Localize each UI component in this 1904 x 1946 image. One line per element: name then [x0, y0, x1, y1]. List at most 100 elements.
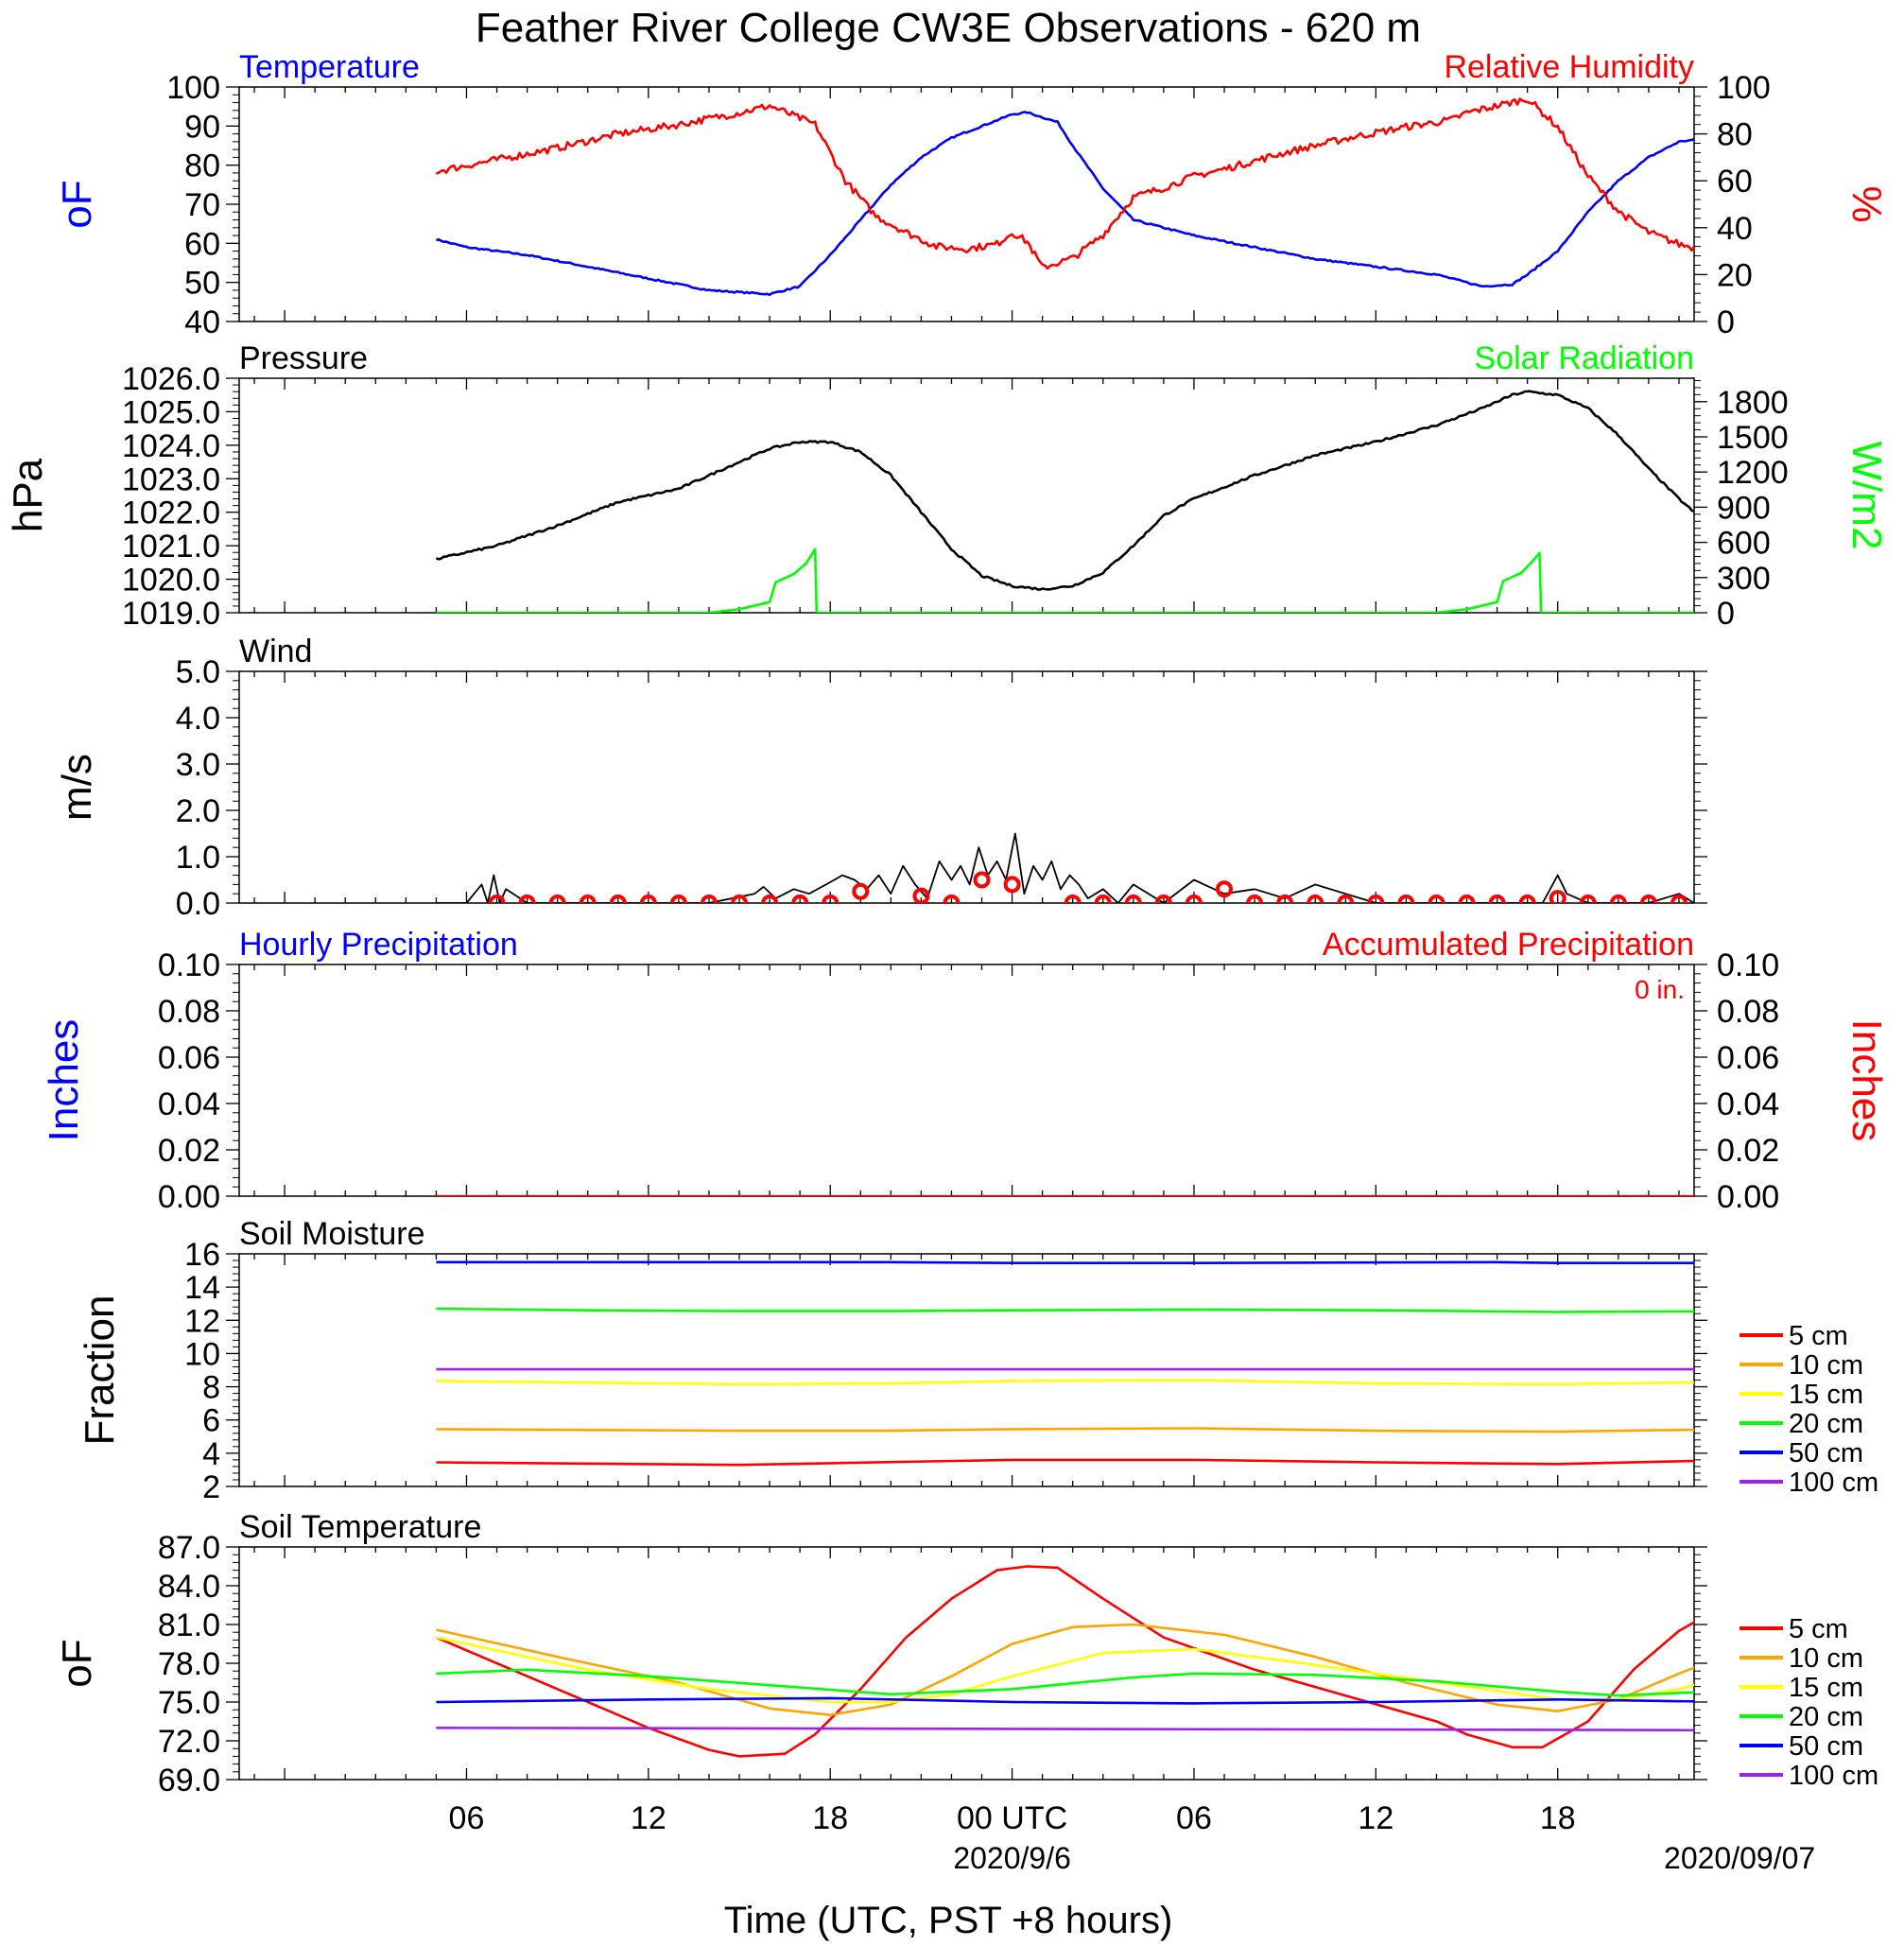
- y-tick-label: 40: [184, 304, 220, 340]
- y-axis-label-right: Inches: [1843, 1019, 1890, 1142]
- y-tick-label: 0.02: [158, 1133, 220, 1169]
- plot-data: [436, 832, 1897, 910]
- y-tick-label: 50: [184, 266, 220, 302]
- legend-label: 10 cm: [1789, 1350, 1863, 1381]
- plot-data: [436, 97, 1694, 297]
- y-axis-label-right: %: [1843, 185, 1890, 222]
- panel-right-title: Solar Radiation: [1475, 340, 1694, 376]
- y-right-tick-label: 100: [1717, 70, 1771, 106]
- y-tick-label: 72.0: [158, 1724, 220, 1760]
- y-tick-label: 5.0: [176, 654, 220, 690]
- y-tick-label: 78.0: [158, 1646, 220, 1682]
- legend-label: 15 cm: [1789, 1380, 1863, 1410]
- wind-marker: [1124, 895, 1142, 903]
- wind-marker: [1579, 895, 1597, 903]
- panel-left-title: Soil Temperature: [239, 1509, 481, 1545]
- series-line-temperature: [436, 111, 1694, 297]
- y-tick-label: 2.0: [176, 793, 220, 829]
- y-right-tick-label: 0.10: [1717, 947, 1779, 983]
- y-right-tick-label: 1500: [1717, 420, 1789, 456]
- wind-marker: [1307, 895, 1324, 903]
- y-tick-label: 3.0: [176, 747, 220, 783]
- wind-marker: [1884, 896, 1897, 910]
- y-axis-label-right: W/m2: [1843, 442, 1890, 550]
- wind-marker: [609, 895, 627, 903]
- panel-right-title: Accumulated Precipitation: [1323, 927, 1694, 963]
- wind-marker: [912, 887, 930, 903]
- plot-data: [435, 1565, 1694, 1758]
- wind-marker: [943, 895, 961, 903]
- series-line-15-cm: [436, 1379, 1694, 1386]
- plot-frame: [238, 377, 1695, 614]
- y-tick-label: 8: [202, 1370, 220, 1406]
- y-tick-label: 0.08: [158, 994, 220, 1030]
- y-tick-label: 1023.0: [122, 461, 220, 497]
- x-tick-label: 18: [812, 1800, 848, 1836]
- wind-marker: [1488, 895, 1506, 903]
- plot-frame: [238, 86, 1695, 322]
- y-tick-label: 2: [202, 1469, 220, 1505]
- y-tick-label: 1021.0: [122, 529, 220, 565]
- series-line-10-cm: [436, 1623, 1694, 1716]
- x-tick-label: 00 UTC: [957, 1800, 1067, 1836]
- plot-data: [435, 390, 1694, 613]
- wind-marker: [1397, 895, 1415, 903]
- y-tick-label: 0.10: [158, 947, 220, 983]
- x-tick-label: 06: [449, 1800, 485, 1836]
- y-tick-label: 1022.0: [122, 495, 220, 531]
- series-line-5-cm: [436, 1458, 1694, 1467]
- panel-left-title: Hourly Precipitation: [239, 927, 518, 963]
- legend-label: 5 cm: [1789, 1321, 1848, 1351]
- y-right-tick-label: 1200: [1717, 455, 1789, 491]
- chart-title: Feather River College CW3E Observations …: [476, 5, 1421, 51]
- panel-right-title: Relative Humidity: [1444, 49, 1694, 85]
- y-right-tick-label: 20: [1717, 257, 1753, 293]
- y-right-tick-label: 40: [1717, 211, 1753, 247]
- panel-soil_temperature: 69.072.075.078.081.084.087.0 Soil Tempera…: [54, 1509, 1878, 1798]
- wind-marker: [822, 895, 839, 903]
- wind-marker: [1003, 876, 1021, 894]
- y-tick-label: 16: [184, 1237, 220, 1273]
- wind-marker: [1824, 896, 1837, 910]
- y-tick-label: 1020.0: [122, 563, 220, 599]
- y-tick-label: 70: [184, 187, 220, 223]
- y-tick-label: 60: [184, 226, 220, 262]
- y-axis-label-left: oF: [54, 180, 100, 228]
- y-right-tick-label: 0.06: [1717, 1040, 1779, 1076]
- y-tick-label: 1026.0: [122, 361, 220, 397]
- wind-marker: [1428, 895, 1445, 903]
- wind-marker: [1518, 895, 1536, 903]
- panel-wind: 0.0 1.0 2.0 3.0 4.0 5.0 Wind m/s: [54, 634, 1897, 922]
- wind-marker: [1793, 896, 1807, 910]
- y-right-tick-label: 0: [1717, 596, 1735, 632]
- wind-marker: [791, 895, 809, 903]
- y-tick-label: 4.0: [176, 701, 220, 737]
- x-tick-label: 12: [1358, 1800, 1393, 1836]
- wind-marker: [761, 895, 779, 903]
- panel-left-title: Pressure: [239, 340, 368, 376]
- y-right-tick-label: 60: [1717, 164, 1753, 200]
- y-axis-label-left: Fraction: [77, 1295, 123, 1446]
- legend-label: 100 cm: [1789, 1468, 1878, 1498]
- wind-marker: [1246, 895, 1264, 903]
- y-tick-label: 81.0: [158, 1607, 220, 1643]
- legend-label: 50 cm: [1789, 1731, 1863, 1762]
- y-tick-label: 0.00: [158, 1179, 220, 1215]
- x-tick-label: 12: [631, 1800, 666, 1836]
- y-tick-label: 100: [166, 70, 220, 106]
- wind-marker: [1094, 895, 1112, 903]
- series-line-wind: [436, 832, 1694, 903]
- y-right-tick-label: 0: [1717, 304, 1735, 340]
- y-right-tick-label: 0.04: [1717, 1086, 1779, 1122]
- y-tick-label: 4: [202, 1436, 220, 1472]
- plot-frame: [238, 670, 1695, 904]
- y-right-tick-label: 0.08: [1717, 994, 1779, 1030]
- plot-frame: [238, 964, 1695, 1197]
- y-tick-label: 1024.0: [122, 428, 220, 464]
- x-axis: 06 12 18 00 UTC 06 12 18 2020/9/6 2020/09/07: [449, 1800, 1816, 1875]
- panel-left-title: Temperature: [239, 49, 420, 85]
- series-line-50-cm: [436, 1260, 1694, 1264]
- wind-marker: [1458, 895, 1476, 903]
